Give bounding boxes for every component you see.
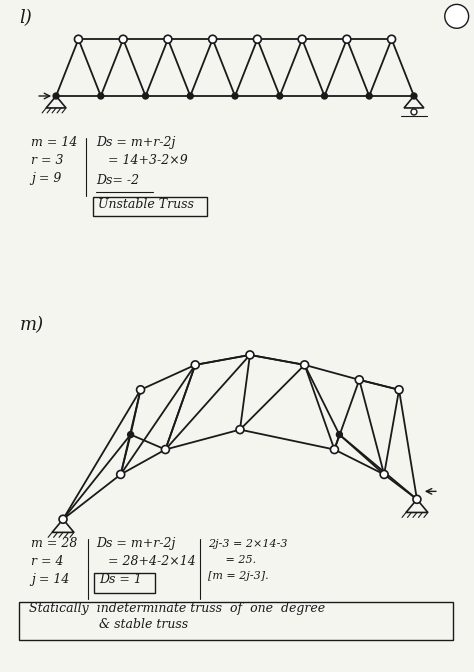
- Circle shape: [356, 376, 363, 384]
- Text: l): l): [19, 9, 32, 28]
- Circle shape: [246, 351, 254, 359]
- Text: = 14+3-2×9: = 14+3-2×9: [96, 154, 188, 167]
- Circle shape: [209, 35, 217, 43]
- Circle shape: [162, 446, 169, 454]
- Text: & stable truss: & stable truss: [99, 618, 188, 631]
- Circle shape: [254, 35, 261, 43]
- Text: m): m): [19, 316, 44, 334]
- Circle shape: [137, 386, 145, 394]
- Circle shape: [395, 386, 403, 394]
- Circle shape: [191, 361, 199, 369]
- Circle shape: [366, 93, 372, 99]
- Circle shape: [119, 35, 127, 43]
- Text: Statically  indeterminate truss  of  one  degree: Statically indeterminate truss of one de…: [29, 602, 325, 615]
- Circle shape: [413, 495, 421, 503]
- Text: Ds = m+r-2j: Ds = m+r-2j: [96, 136, 175, 149]
- Circle shape: [411, 109, 417, 115]
- Text: r = 3: r = 3: [31, 154, 64, 167]
- Circle shape: [411, 93, 417, 99]
- Text: 2j-3 = 2×14-3: 2j-3 = 2×14-3: [208, 539, 288, 549]
- Circle shape: [298, 35, 306, 43]
- Circle shape: [343, 35, 351, 43]
- Circle shape: [53, 93, 59, 99]
- Circle shape: [74, 35, 82, 43]
- Text: j = 14: j = 14: [31, 573, 70, 586]
- Circle shape: [301, 361, 309, 369]
- Circle shape: [143, 93, 148, 99]
- Text: m = 28: m = 28: [31, 537, 78, 550]
- Circle shape: [388, 35, 396, 43]
- Text: Unstable Truss: Unstable Truss: [98, 198, 194, 210]
- Circle shape: [117, 470, 125, 478]
- Text: 6: 6: [453, 11, 460, 22]
- Circle shape: [59, 515, 67, 523]
- Text: Ds= -2: Ds= -2: [96, 173, 139, 187]
- Text: Ds = 1: Ds = 1: [99, 573, 142, 586]
- Circle shape: [445, 5, 469, 28]
- Circle shape: [277, 93, 283, 99]
- Text: = 25.: = 25.: [208, 555, 256, 565]
- Text: = 28+4-2×14: = 28+4-2×14: [96, 555, 196, 568]
- Circle shape: [128, 431, 134, 437]
- Text: m = 14: m = 14: [31, 136, 78, 149]
- Text: r = 4: r = 4: [31, 555, 64, 568]
- Text: j = 9: j = 9: [31, 171, 62, 185]
- Circle shape: [321, 93, 328, 99]
- Circle shape: [380, 470, 388, 478]
- Circle shape: [337, 431, 342, 437]
- Circle shape: [98, 93, 104, 99]
- Circle shape: [164, 35, 172, 43]
- Circle shape: [330, 446, 338, 454]
- Circle shape: [236, 425, 244, 433]
- Circle shape: [232, 93, 238, 99]
- Circle shape: [187, 93, 193, 99]
- Text: Ds = m+r-2j: Ds = m+r-2j: [96, 537, 175, 550]
- Text: [m = 2j-3].: [m = 2j-3].: [208, 571, 269, 581]
